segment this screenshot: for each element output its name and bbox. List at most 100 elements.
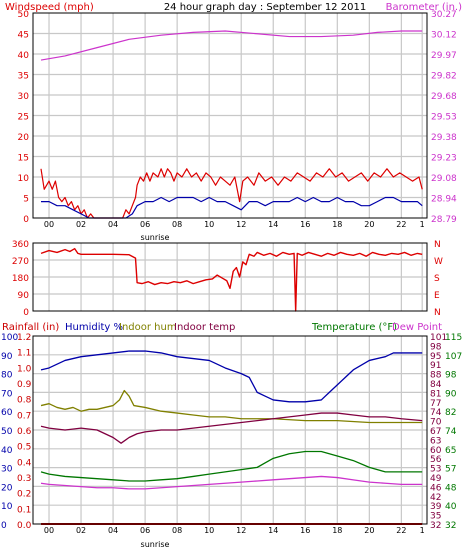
y-tick-label-direction: 90 — [18, 291, 30, 301]
x-tick-label: 16 — [300, 526, 310, 535]
x-tick-label: 22 — [396, 526, 406, 535]
y-tick-label-direction: 0 — [23, 308, 29, 318]
x-tick-label: 06 — [140, 526, 150, 535]
direction-line — [40, 247, 423, 312]
y-tick-label-humidity: 80 — [1, 371, 13, 381]
y-tick-label-humidity: 20 — [1, 483, 13, 493]
y-tick-label-barometer: 28.79 — [431, 215, 457, 225]
y-tick-label-rain: 0.0 — [17, 521, 32, 531]
x-tick-label: 14 — [268, 220, 278, 229]
temperature-axis-title: Temperature (°F) — [311, 322, 397, 333]
y-tick-label-barometer: 29.97 — [431, 51, 457, 61]
y-tick-label-indoor-temp: 35 — [430, 512, 441, 522]
y-tick-label-rain: 0.3 — [17, 474, 31, 484]
y-tick-label-indoor-temp: 67 — [430, 427, 441, 437]
y-tick-label-rain: 0.9 — [17, 380, 32, 390]
y-tick-label-indoor-temp: 95 — [430, 352, 441, 362]
y-tick-label-wind: 25 — [18, 113, 29, 123]
y-tick-label-barometer: 29.53 — [431, 113, 457, 123]
y-tick-label-humidity: 60 — [1, 408, 13, 418]
indoor-temp-axis-title: Indoor temp — [174, 322, 235, 333]
y-tick-label-wind: 10 — [18, 174, 30, 184]
y-tick-label-wind: 0 — [23, 215, 29, 225]
y-tick-label-wind: 15 — [18, 154, 29, 164]
x-tick-label: 1 — [420, 526, 425, 535]
x-tick-label: 00 — [44, 220, 54, 229]
x-tick-label: 06 — [140, 220, 150, 229]
compass-letter: E — [434, 291, 440, 301]
compass-letter: S — [434, 274, 440, 284]
y-tick-label-temperature: 90 — [445, 389, 457, 399]
y-tick-label-indoor-temp: 49 — [430, 474, 442, 484]
x-tick-label: 16 — [300, 220, 310, 229]
x-tick-label: 18 — [332, 220, 342, 229]
y-tick-label-indoor-temp: 70 — [430, 418, 442, 428]
y-tick-label-indoor-temp: 98 — [430, 342, 442, 352]
y-tick-label-rain: 0.4 — [17, 458, 32, 468]
y-tick-label-humidity: 40 — [1, 446, 13, 456]
x-tick-label: 04 — [108, 220, 118, 229]
compass-letter: N — [434, 240, 441, 250]
y-tick-label-indoor-temp: 32 — [430, 521, 441, 531]
y-tick-label-barometer: 30.12 — [431, 31, 457, 41]
x-tick-label: 02 — [76, 220, 86, 229]
y-tick-label-direction: 360 — [12, 240, 29, 250]
series-line — [40, 30, 423, 61]
y-tick-label-barometer: 29.38 — [431, 133, 457, 143]
windspeed-axis-title: Windspeed (mph) — [5, 2, 94, 13]
y-tick-label-indoor-temp: 46 — [430, 483, 442, 493]
x-tick-label: 10 — [204, 526, 214, 535]
x-tick-label: 20 — [364, 526, 374, 535]
y-tick-label-wind: 30 — [18, 92, 30, 102]
x-tick-label: 12 — [236, 526, 246, 535]
y-tick-label-humidity: 100 — [1, 333, 18, 343]
y-tick-label-indoor-temp: 91 — [430, 361, 441, 371]
y-tick-label-temperature: 107 — [445, 352, 462, 362]
y-tick-label-humidity: 30 — [1, 465, 13, 475]
x-tick-label: 12 — [236, 220, 246, 229]
y-tick-label-humidity: 50 — [1, 427, 13, 437]
series-line — [40, 168, 423, 219]
series-line — [40, 350, 423, 403]
y-tick-label-rain: 0.2 — [17, 490, 31, 500]
y-tick-label-indoor-temp: 56 — [430, 455, 442, 465]
y-tick-label-temperature: 65 — [445, 446, 456, 456]
y-tick-label-wind: 50 — [18, 10, 30, 20]
x-tick-label: 04 — [108, 526, 118, 535]
y-tick-label-rain: 1.2 — [17, 333, 31, 343]
x-tick-label: 02 — [76, 526, 86, 535]
y-tick-label-indoor-temp: 74 — [430, 408, 442, 418]
x-tick-label: 10 — [204, 220, 214, 229]
y-tick-label-humidity: 70 — [1, 389, 13, 399]
sunrise-label-top: sunrise — [141, 233, 170, 242]
wind-panel-frame — [32, 12, 428, 219]
y-tick-label-indoor-temp: 101 — [430, 333, 447, 343]
y-tick-label-barometer: 30.27 — [431, 10, 457, 20]
direction-panel-frame — [32, 242, 428, 312]
series-line — [40, 475, 423, 490]
temperature-panel-axes: 00 02 04 06 08 10 12 14 16 18 20 22 1010203040506070… — [1, 333, 462, 535]
compass-letter: N — [434, 308, 441, 318]
x-tick-label: 20 — [364, 220, 374, 229]
y-tick-label-wind: 40 — [18, 51, 30, 61]
y-tick-label-temperature: 48 — [445, 483, 457, 493]
wind-panel-grid — [33, 13, 427, 218]
y-tick-label-direction: 180 — [12, 274, 29, 284]
y-tick-label-indoor-temp: 60 — [430, 446, 442, 456]
y-tick-label-rain: 1.1 — [17, 349, 31, 359]
x-tick-label: 14 — [268, 526, 278, 535]
y-tick-label-temperature: 98 — [445, 371, 457, 381]
y-tick-label-indoor-temp: 88 — [430, 371, 442, 381]
x-tick-label: 22 — [396, 220, 406, 229]
direction-panel-grid — [33, 243, 427, 311]
y-tick-label-barometer: 29.82 — [431, 72, 457, 82]
y-tick-label-indoor-temp: 84 — [430, 380, 442, 390]
y-tick-label-barometer: 28.94 — [431, 195, 457, 205]
temperature-panel-grid — [33, 336, 427, 524]
y-tick-label-barometer: 29.08 — [431, 174, 457, 184]
x-tick-label: 08 — [172, 526, 182, 535]
wind-panel-axes: 00 02 04 06 08 10 12 14 16 18 20 22 1051015202530354… — [18, 10, 457, 229]
